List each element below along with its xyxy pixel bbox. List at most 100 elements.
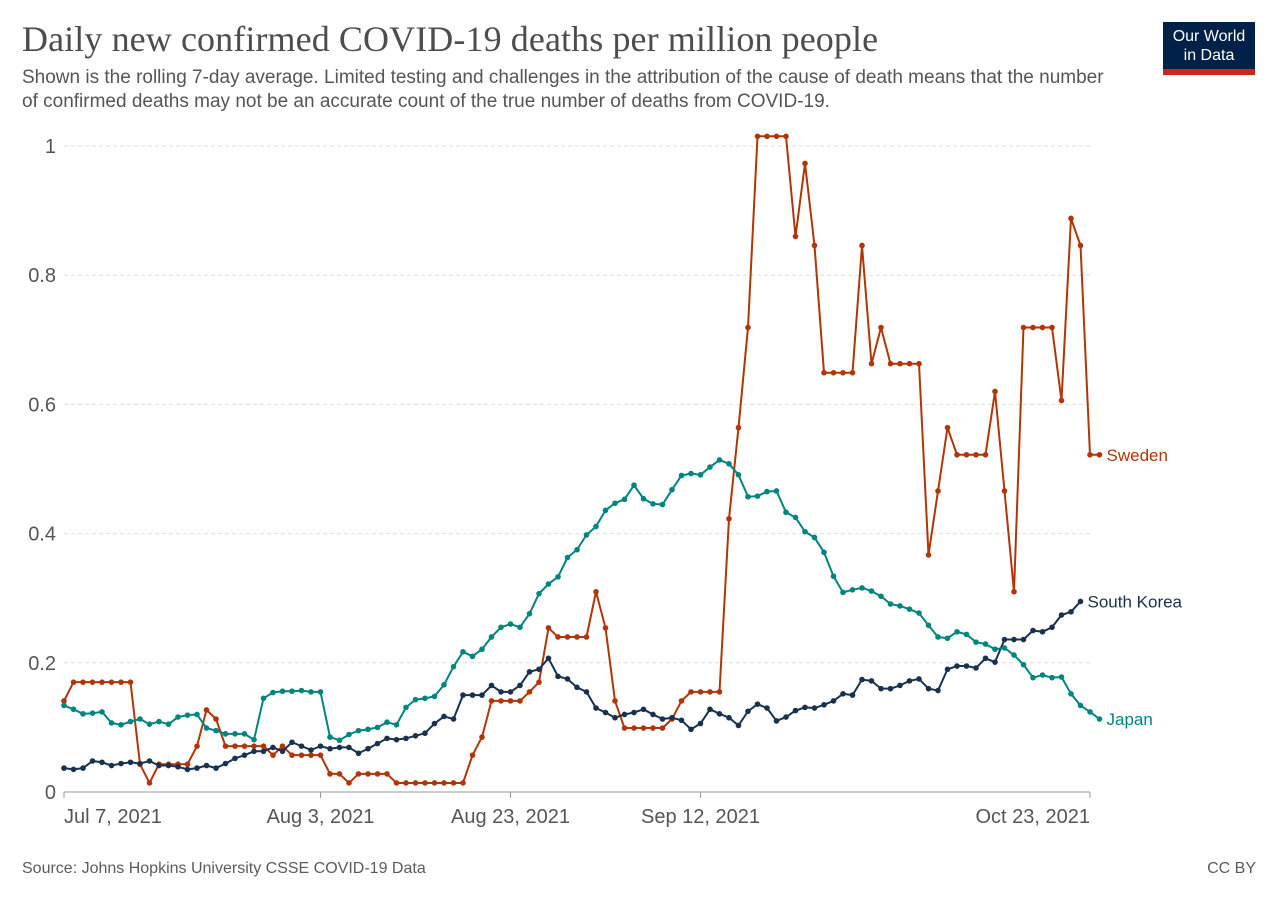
data-point[interactable]: [887, 360, 894, 367]
data-point[interactable]: [232, 731, 238, 737]
data-point[interactable]: [916, 610, 922, 616]
data-point[interactable]: [906, 678, 913, 684]
data-point[interactable]: [536, 590, 542, 597]
data-point[interactable]: [479, 646, 485, 653]
data-point[interactable]: [745, 493, 751, 500]
data-point[interactable]: [878, 324, 884, 331]
data-point[interactable]: [365, 745, 371, 752]
data-point[interactable]: [431, 720, 438, 727]
data-point[interactable]: [450, 780, 457, 786]
data-point[interactable]: [156, 762, 162, 769]
data-point[interactable]: [992, 646, 998, 653]
data-point[interactable]: [374, 771, 381, 777]
data-point[interactable]: [1039, 324, 1046, 331]
data-point[interactable]: [678, 472, 685, 479]
data-point[interactable]: [631, 725, 637, 731]
data-point[interactable]: [260, 695, 267, 702]
data-point[interactable]: [365, 771, 371, 777]
series-sweden[interactable]: [61, 133, 1103, 786]
data-point[interactable]: [545, 655, 552, 662]
data-point[interactable]: [764, 705, 770, 711]
data-point[interactable]: [184, 761, 191, 768]
data-point[interactable]: [802, 528, 808, 535]
data-point[interactable]: [916, 360, 922, 367]
data-point[interactable]: [811, 242, 818, 249]
data-point[interactable]: [308, 689, 314, 695]
data-point[interactable]: [1058, 612, 1065, 618]
data-point[interactable]: [1011, 588, 1017, 595]
data-point[interactable]: [868, 360, 875, 367]
data-point[interactable]: [203, 707, 210, 713]
data-point[interactable]: [963, 631, 970, 638]
data-point[interactable]: [935, 687, 941, 694]
data-point[interactable]: [935, 488, 941, 494]
data-point[interactable]: [365, 726, 371, 733]
data-point[interactable]: [982, 451, 989, 458]
data-point[interactable]: [289, 752, 295, 758]
data-point[interactable]: [488, 682, 495, 689]
data-point[interactable]: [764, 488, 770, 495]
data-point[interactable]: [726, 515, 732, 522]
data-point[interactable]: [194, 743, 200, 749]
data-point[interactable]: [403, 780, 409, 786]
data-point[interactable]: [488, 634, 495, 640]
data-point[interactable]: [868, 678, 875, 684]
series-line[interactable]: [63, 135, 1100, 784]
data-point[interactable]: [270, 689, 276, 696]
data-point[interactable]: [441, 780, 447, 786]
data-point[interactable]: [935, 634, 941, 640]
data-point[interactable]: [1039, 672, 1046, 678]
data-point[interactable]: [726, 714, 732, 721]
data-point[interactable]: [631, 709, 637, 716]
data-point[interactable]: [213, 765, 219, 771]
data-point[interactable]: [593, 588, 599, 595]
data-point[interactable]: [108, 720, 115, 726]
data-point[interactable]: [688, 726, 694, 733]
data-point[interactable]: [669, 486, 675, 493]
data-point[interactable]: [735, 424, 742, 431]
data-point[interactable]: [1020, 324, 1027, 331]
data-point[interactable]: [612, 698, 618, 704]
data-point[interactable]: [146, 758, 153, 764]
data-point[interactable]: [241, 752, 248, 758]
data-point[interactable]: [441, 713, 447, 720]
data-point[interactable]: [906, 360, 913, 367]
data-point[interactable]: [602, 507, 609, 514]
data-point[interactable]: [593, 523, 599, 530]
data-point[interactable]: [251, 743, 257, 749]
data-point[interactable]: [479, 692, 485, 698]
data-point[interactable]: [954, 451, 960, 458]
data-point[interactable]: [811, 534, 818, 541]
data-point[interactable]: [707, 689, 713, 695]
data-point[interactable]: [849, 369, 856, 376]
data-point[interactable]: [1096, 716, 1103, 722]
data-point[interactable]: [1068, 215, 1074, 222]
data-point[interactable]: [821, 369, 827, 376]
data-point[interactable]: [355, 727, 362, 734]
data-point[interactable]: [688, 689, 694, 695]
data-point[interactable]: [925, 622, 932, 629]
series-label[interactable]: Sweden: [1107, 446, 1168, 465]
data-point[interactable]: [878, 593, 884, 600]
data-point[interactable]: [602, 709, 609, 716]
data-point[interactable]: [678, 698, 685, 704]
data-point[interactable]: [697, 720, 704, 727]
data-point[interactable]: [222, 760, 229, 767]
data-point[interactable]: [156, 718, 162, 725]
data-point[interactable]: [726, 461, 732, 467]
data-point[interactable]: [289, 688, 295, 695]
data-point[interactable]: [526, 610, 533, 617]
data-point[interactable]: [194, 765, 200, 771]
data-point[interactable]: [108, 679, 115, 685]
data-point[interactable]: [868, 588, 875, 594]
data-point[interactable]: [393, 780, 400, 786]
data-point[interactable]: [346, 731, 352, 738]
data-point[interactable]: [460, 780, 466, 786]
data-point[interactable]: [555, 634, 561, 640]
data-point[interactable]: [849, 692, 856, 698]
data-point[interactable]: [99, 679, 105, 685]
data-point[interactable]: [745, 708, 751, 715]
data-point[interactable]: [89, 758, 96, 764]
data-point[interactable]: [840, 369, 846, 376]
data-point[interactable]: [716, 711, 723, 717]
